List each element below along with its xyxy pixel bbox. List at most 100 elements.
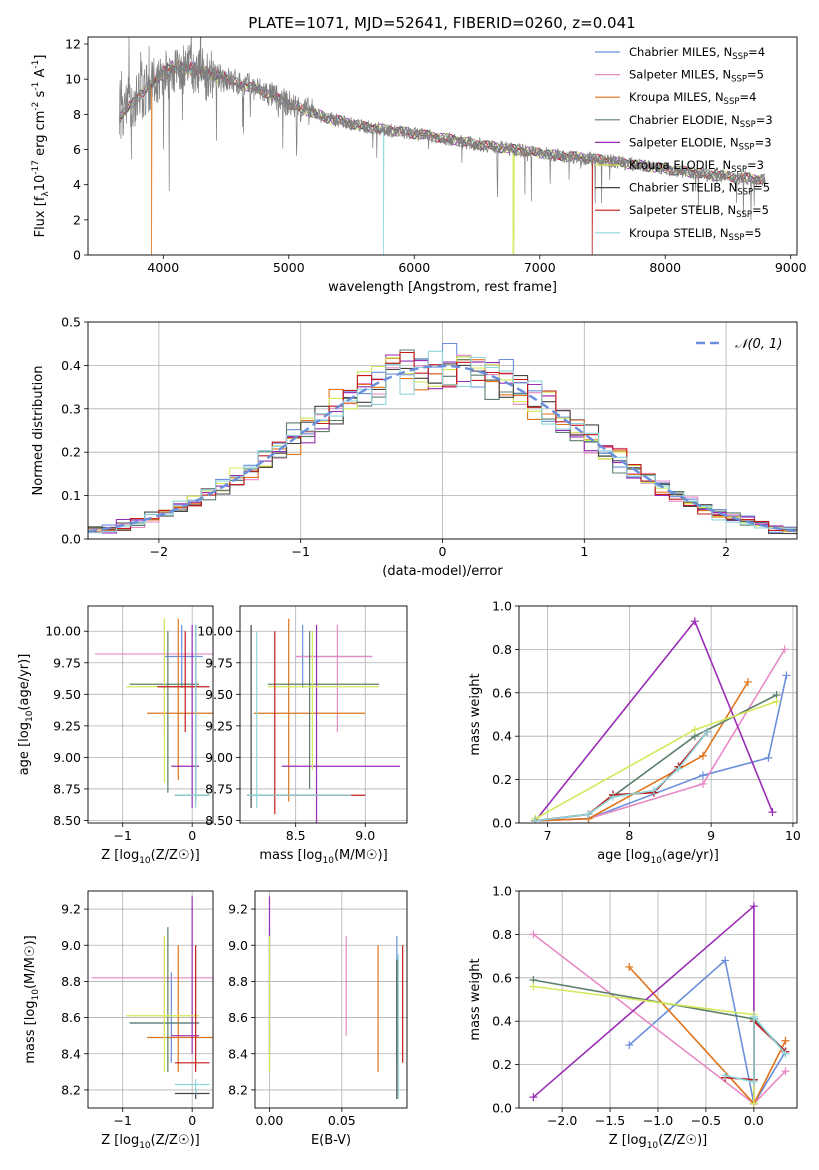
axis-label-part: (age/yr)]	[17, 654, 32, 711]
plot-area	[268, 896, 404, 1099]
x-axis-label: Z [log10​(Z/Z☉)]	[101, 848, 199, 866]
mass-weight-line	[724, 1014, 787, 1084]
x-tick-label: 0	[439, 544, 447, 559]
legend-label: Chabrier ELODIE, NSSP=3	[629, 113, 773, 130]
x-axis-label: Z [log10​(Z/Z☉)]	[609, 1133, 707, 1151]
panel-age-vs-mass: 8.5 9.0 8.50 8.75 9.00 9.25 9.50 9.75 10.00 mass …	[197, 605, 408, 866]
axes-frame	[87, 321, 798, 540]
legend-label-text: Kroupa MILES, N	[629, 90, 724, 104]
y-tick-label: 0.6	[492, 970, 512, 985]
legend-label-text: Kroupa ELODIE, N	[629, 158, 731, 172]
legend-label-sub: SSP	[731, 75, 747, 85]
y-tick-label: 4	[73, 177, 81, 192]
x-tick-label: −1.0	[643, 1113, 673, 1128]
y-tick-label: 6	[73, 142, 81, 157]
legend-label-sub: SSP	[737, 188, 753, 198]
data-point-marker	[772, 697, 781, 706]
axis-label-part: (age/yr)]	[662, 848, 719, 863]
legend-label: Kroupa ELODIE, NSSP=3	[629, 158, 764, 175]
y-tick-label: 0.2	[61, 445, 81, 460]
y-tick-label: 0.6	[492, 685, 512, 700]
axis-label-part: s	[33, 90, 48, 101]
x-tick-label: −2	[150, 544, 168, 559]
axis-label-part: erg cm	[33, 111, 48, 160]
y-tick-label: 1.0	[492, 599, 512, 614]
data-point-marker	[531, 816, 540, 823]
legend-label-tail: =3	[747, 158, 764, 172]
y-tick-label: 9.00	[205, 750, 233, 765]
axis-label-part: 10	[25, 710, 35, 722]
axis-label-part: Normed distribution	[31, 366, 46, 496]
y-tick-label: 8.50	[205, 813, 233, 828]
y-tick-label: 9.0	[61, 938, 81, 953]
y-tick-label: 8.8	[228, 974, 248, 989]
x-tick-label: 7	[544, 828, 552, 843]
axis-label-part: λ	[41, 191, 51, 197]
legend-label-text: Salpeter MILES, N	[629, 68, 731, 82]
panel-mass-weight-vs-Z: −2.0 −1.5 −1.0 −0.5 0.0 0.0 0.2 0.4 0.6 0.8 1.0 Z […	[468, 884, 798, 1151]
y-tick-label: 0.4	[492, 1014, 512, 1029]
data-point-marker	[721, 1071, 730, 1080]
data-point-marker	[698, 751, 707, 760]
y-tick-label: 12	[65, 37, 81, 52]
axis-label-part: (M/M☉)]	[334, 848, 388, 863]
data-point-marker	[781, 1036, 790, 1045]
y-tick-label: 0.1	[61, 488, 81, 503]
y-tick-label: 9.00	[53, 750, 81, 765]
legend-label-text: Salpeter STELIB, N	[629, 203, 736, 217]
axis-label-part: mass weight	[468, 958, 483, 1040]
mass-weight-line	[535, 648, 786, 822]
legend-label-text: Kroupa STELIB, N	[629, 226, 729, 240]
data-point-marker	[782, 671, 791, 680]
x-tick-label: 4000	[147, 260, 179, 275]
axis-label-part: Z [log	[101, 848, 139, 863]
x-tick-label: 7000	[524, 260, 556, 275]
y-tick-label: 0.0	[61, 532, 81, 547]
plot-area	[91, 896, 213, 1099]
x-tick-label: 8000	[649, 260, 681, 275]
x-tick-label: −1	[291, 544, 309, 559]
legend-label-sub: SSP	[724, 97, 740, 107]
axis-label-part: mass weight	[468, 673, 483, 755]
axis-label-part: (Z/Z☉)]	[151, 1133, 200, 1148]
y-tick-label: 8.6	[228, 1010, 248, 1025]
x-tick-label: −1	[114, 828, 132, 843]
mass-weight-line	[628, 966, 787, 1106]
x-tick-label: 8.5	[286, 828, 306, 843]
legend-label-sub: SSP	[739, 142, 755, 152]
normal-reference-curve	[88, 364, 797, 533]
axis-label-part: Flux [f	[33, 196, 48, 237]
y-tick-label: 0.4	[492, 729, 512, 744]
data-spectrum-line	[119, 37, 766, 221]
y-tick-label: 0.8	[492, 927, 512, 942]
x-axis-label: (data-model)/error	[382, 564, 503, 579]
y-tick-label: 9.50	[53, 687, 81, 702]
y-tick-label: 8.75	[53, 781, 81, 796]
legend-label-tail: =3	[756, 113, 773, 127]
axis-label-part: mass [log	[259, 848, 322, 863]
axis-label-part: A	[33, 69, 48, 82]
legend-label: Kroupa STELIB, NSSP=5	[629, 226, 761, 243]
y-tick-label: 8.8	[61, 974, 81, 989]
legend-label-tail: =5	[744, 226, 761, 240]
axis-label-part: Z [log	[609, 1133, 647, 1148]
mass-weight-line	[725, 1019, 787, 1081]
y-tick-label: 0.5	[61, 315, 81, 330]
x-tick-label: 6000	[398, 260, 430, 275]
axes-frame	[518, 605, 798, 824]
y-tick-label: 8	[73, 107, 81, 122]
axis-label-part: wavelength [Angstrom, rest frame]	[328, 280, 557, 295]
legend-label-tail: =5	[752, 203, 769, 217]
axis-label-part: -2	[31, 102, 41, 111]
mass-weight-line	[725, 1019, 787, 1081]
y-tick-label: 9.50	[205, 687, 233, 702]
y-tick-label: 8.2	[228, 1082, 248, 1097]
y-tick-label: 8.6	[61, 1010, 81, 1025]
data-point-marker	[529, 1093, 538, 1102]
legend-label: Chabrier STELIB, NSSP=5	[629, 181, 770, 198]
y-tick-label: 9.2	[228, 902, 248, 917]
x-tick-label: 0	[188, 1113, 196, 1128]
axis-label-part: E(B-V)	[311, 1133, 351, 1148]
y-axis-label: Normed distribution	[31, 366, 46, 496]
panel-spectrum: 4000 5000 6000 7000 8000 9000 0 2 4 6 8 10 12 wavelen…	[31, 37, 807, 295]
